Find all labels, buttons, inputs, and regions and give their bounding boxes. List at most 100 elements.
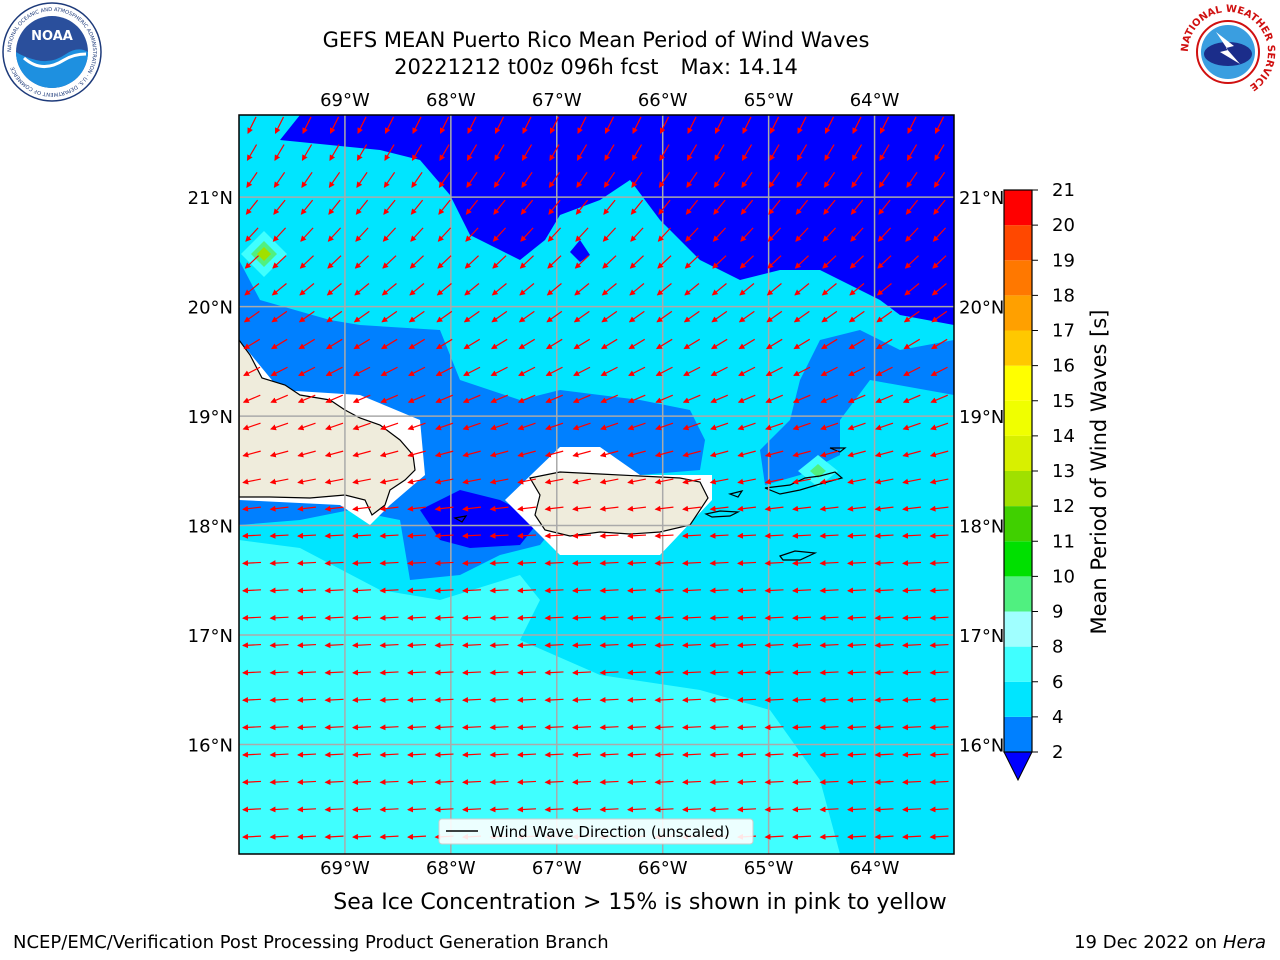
wave-direction-arrow	[739, 283, 755, 296]
wave-direction-arrow	[269, 806, 289, 813]
wave-direction-arrow	[324, 587, 344, 594]
wave-direction-arrow	[819, 779, 839, 786]
wave-direction-arrow	[544, 614, 564, 621]
lat-tick-label-right: 21°N	[959, 188, 1004, 209]
wave-direction-arrow	[934, 116, 945, 134]
wave-direction-arrow	[352, 779, 372, 786]
wave-direction-arrow	[517, 450, 536, 458]
colorbar-segment	[1004, 681, 1032, 717]
wave-direction-arrow	[764, 560, 784, 567]
wave-direction-arrow	[548, 171, 561, 188]
wave-direction-arrow	[517, 669, 537, 676]
wave-direction-arrow	[434, 532, 454, 539]
wave-direction-arrow	[434, 587, 454, 594]
wave-direction-arrow	[518, 310, 535, 323]
wave-direction-arrow	[271, 310, 288, 323]
wave-direction-arrow	[737, 505, 757, 512]
wave-direction-arrow	[932, 227, 947, 242]
wave-direction-arrow	[269, 532, 289, 539]
wave-direction-arrow	[242, 422, 261, 431]
wave-direction-arrow	[879, 116, 890, 134]
wave-direction-arrow	[879, 144, 890, 161]
wave-direction-arrow	[297, 779, 317, 786]
wave-direction-arrow	[547, 255, 562, 269]
wave-direction-arrow	[520, 227, 534, 242]
wave-direction-arrow	[383, 199, 396, 215]
wave-direction-arrow	[297, 669, 317, 676]
wave-direction-arrow	[438, 171, 451, 188]
wave-direction-arrow	[656, 283, 672, 296]
wave-direction-arrow	[269, 450, 289, 458]
wave-direction-arrow	[795, 199, 809, 215]
wave-direction-arrow	[272, 255, 287, 269]
wave-direction-arrow	[819, 833, 839, 840]
wave-direction-arrow	[299, 283, 315, 296]
lat-tick-label-left: 21°N	[188, 188, 233, 209]
lat-ticks-left: 21°N 20°N 19°N 18°N 17°N 16°N	[188, 188, 233, 756]
wave-direction-arrow	[517, 560, 537, 567]
wave-direction-arrow	[627, 614, 647, 621]
wave-direction-arrow	[352, 751, 372, 758]
wave-direction-arrow	[737, 751, 757, 758]
wave-direction-arrow	[572, 560, 592, 567]
lat-tick-label-left: 19°N	[188, 407, 233, 428]
wave-direction-arrow	[627, 532, 647, 539]
wave-direction-arrow	[797, 116, 807, 134]
wave-direction-arrow	[819, 724, 839, 731]
wave-direction-arrow	[244, 283, 260, 296]
wave-direction-arrow	[929, 450, 949, 458]
wave-direction-arrow	[599, 614, 619, 621]
wave-direction-arrow	[627, 505, 647, 512]
wave-direction-arrow	[686, 144, 698, 161]
wave-direction-arrow	[655, 394, 674, 404]
wave-direction-arrow	[517, 806, 537, 813]
wave-direction-arrow	[903, 366, 921, 376]
wave-direction-arrow	[379, 751, 399, 758]
wave-direction-arrow	[352, 833, 372, 840]
lon-tick-label-top: 67°W	[532, 90, 582, 111]
wave-direction-arrow	[274, 116, 285, 134]
wave-direction-arrow	[242, 450, 261, 458]
wave-direction-arrow	[768, 171, 781, 188]
wave-direction-arrow	[874, 669, 894, 676]
wave-direction-arrow	[627, 751, 647, 758]
wave-direction-arrow	[407, 614, 427, 621]
wave-direction-arrow	[572, 779, 592, 786]
st-croix-island	[779, 550, 818, 561]
wave-direction-arrow	[242, 478, 261, 485]
wave-direction-arrow	[685, 227, 699, 242]
wave-direction-arrow	[792, 806, 812, 813]
wave-direction-arrow	[407, 806, 427, 813]
wave-direction-arrow	[851, 171, 863, 188]
wave-direction-arrow	[325, 394, 344, 404]
lon-ticks-bottom: 69°W 68°W 67°W 66°W 65°W 64°W	[320, 858, 900, 879]
colorbar-segment	[1004, 190, 1032, 226]
wave-direction-arrow	[549, 116, 560, 134]
wave-direction-arrow	[654, 806, 674, 813]
wave-direction-arrow	[517, 532, 537, 539]
wave-direction-arrow	[874, 614, 894, 621]
wave-direction-arrow	[792, 642, 812, 649]
wave-direction-arrow	[491, 310, 508, 323]
wave-direction-arrow	[632, 116, 642, 134]
wave-direction-arrow	[627, 587, 647, 594]
wave-direction-arrow	[301, 144, 313, 161]
wave-direction-arrow	[380, 338, 398, 350]
colorbar-tick-label: 17	[1052, 321, 1075, 342]
wave-direction-arrow	[438, 199, 451, 215]
wave-direction-arrow	[462, 669, 482, 676]
wave-direction-arrow	[273, 171, 286, 188]
lat-tick-label-right: 20°N	[959, 298, 1004, 319]
wave-direction-arrow	[242, 724, 262, 731]
colorbar-tick-label: 14	[1052, 426, 1075, 447]
wave-direction-arrow	[408, 310, 425, 323]
wave-direction-arrow	[462, 751, 482, 758]
wave-direction-arrow	[572, 724, 592, 731]
wave-direction-arrow	[709, 724, 729, 731]
wave-direction-arrow	[847, 478, 866, 485]
period-band-under-2	[280, 115, 954, 325]
wave-direction-arrow	[819, 478, 839, 485]
wave-direction-arrow	[465, 199, 479, 215]
wave-direction-arrow	[682, 642, 702, 649]
wave-direction-arrow	[353, 338, 371, 350]
